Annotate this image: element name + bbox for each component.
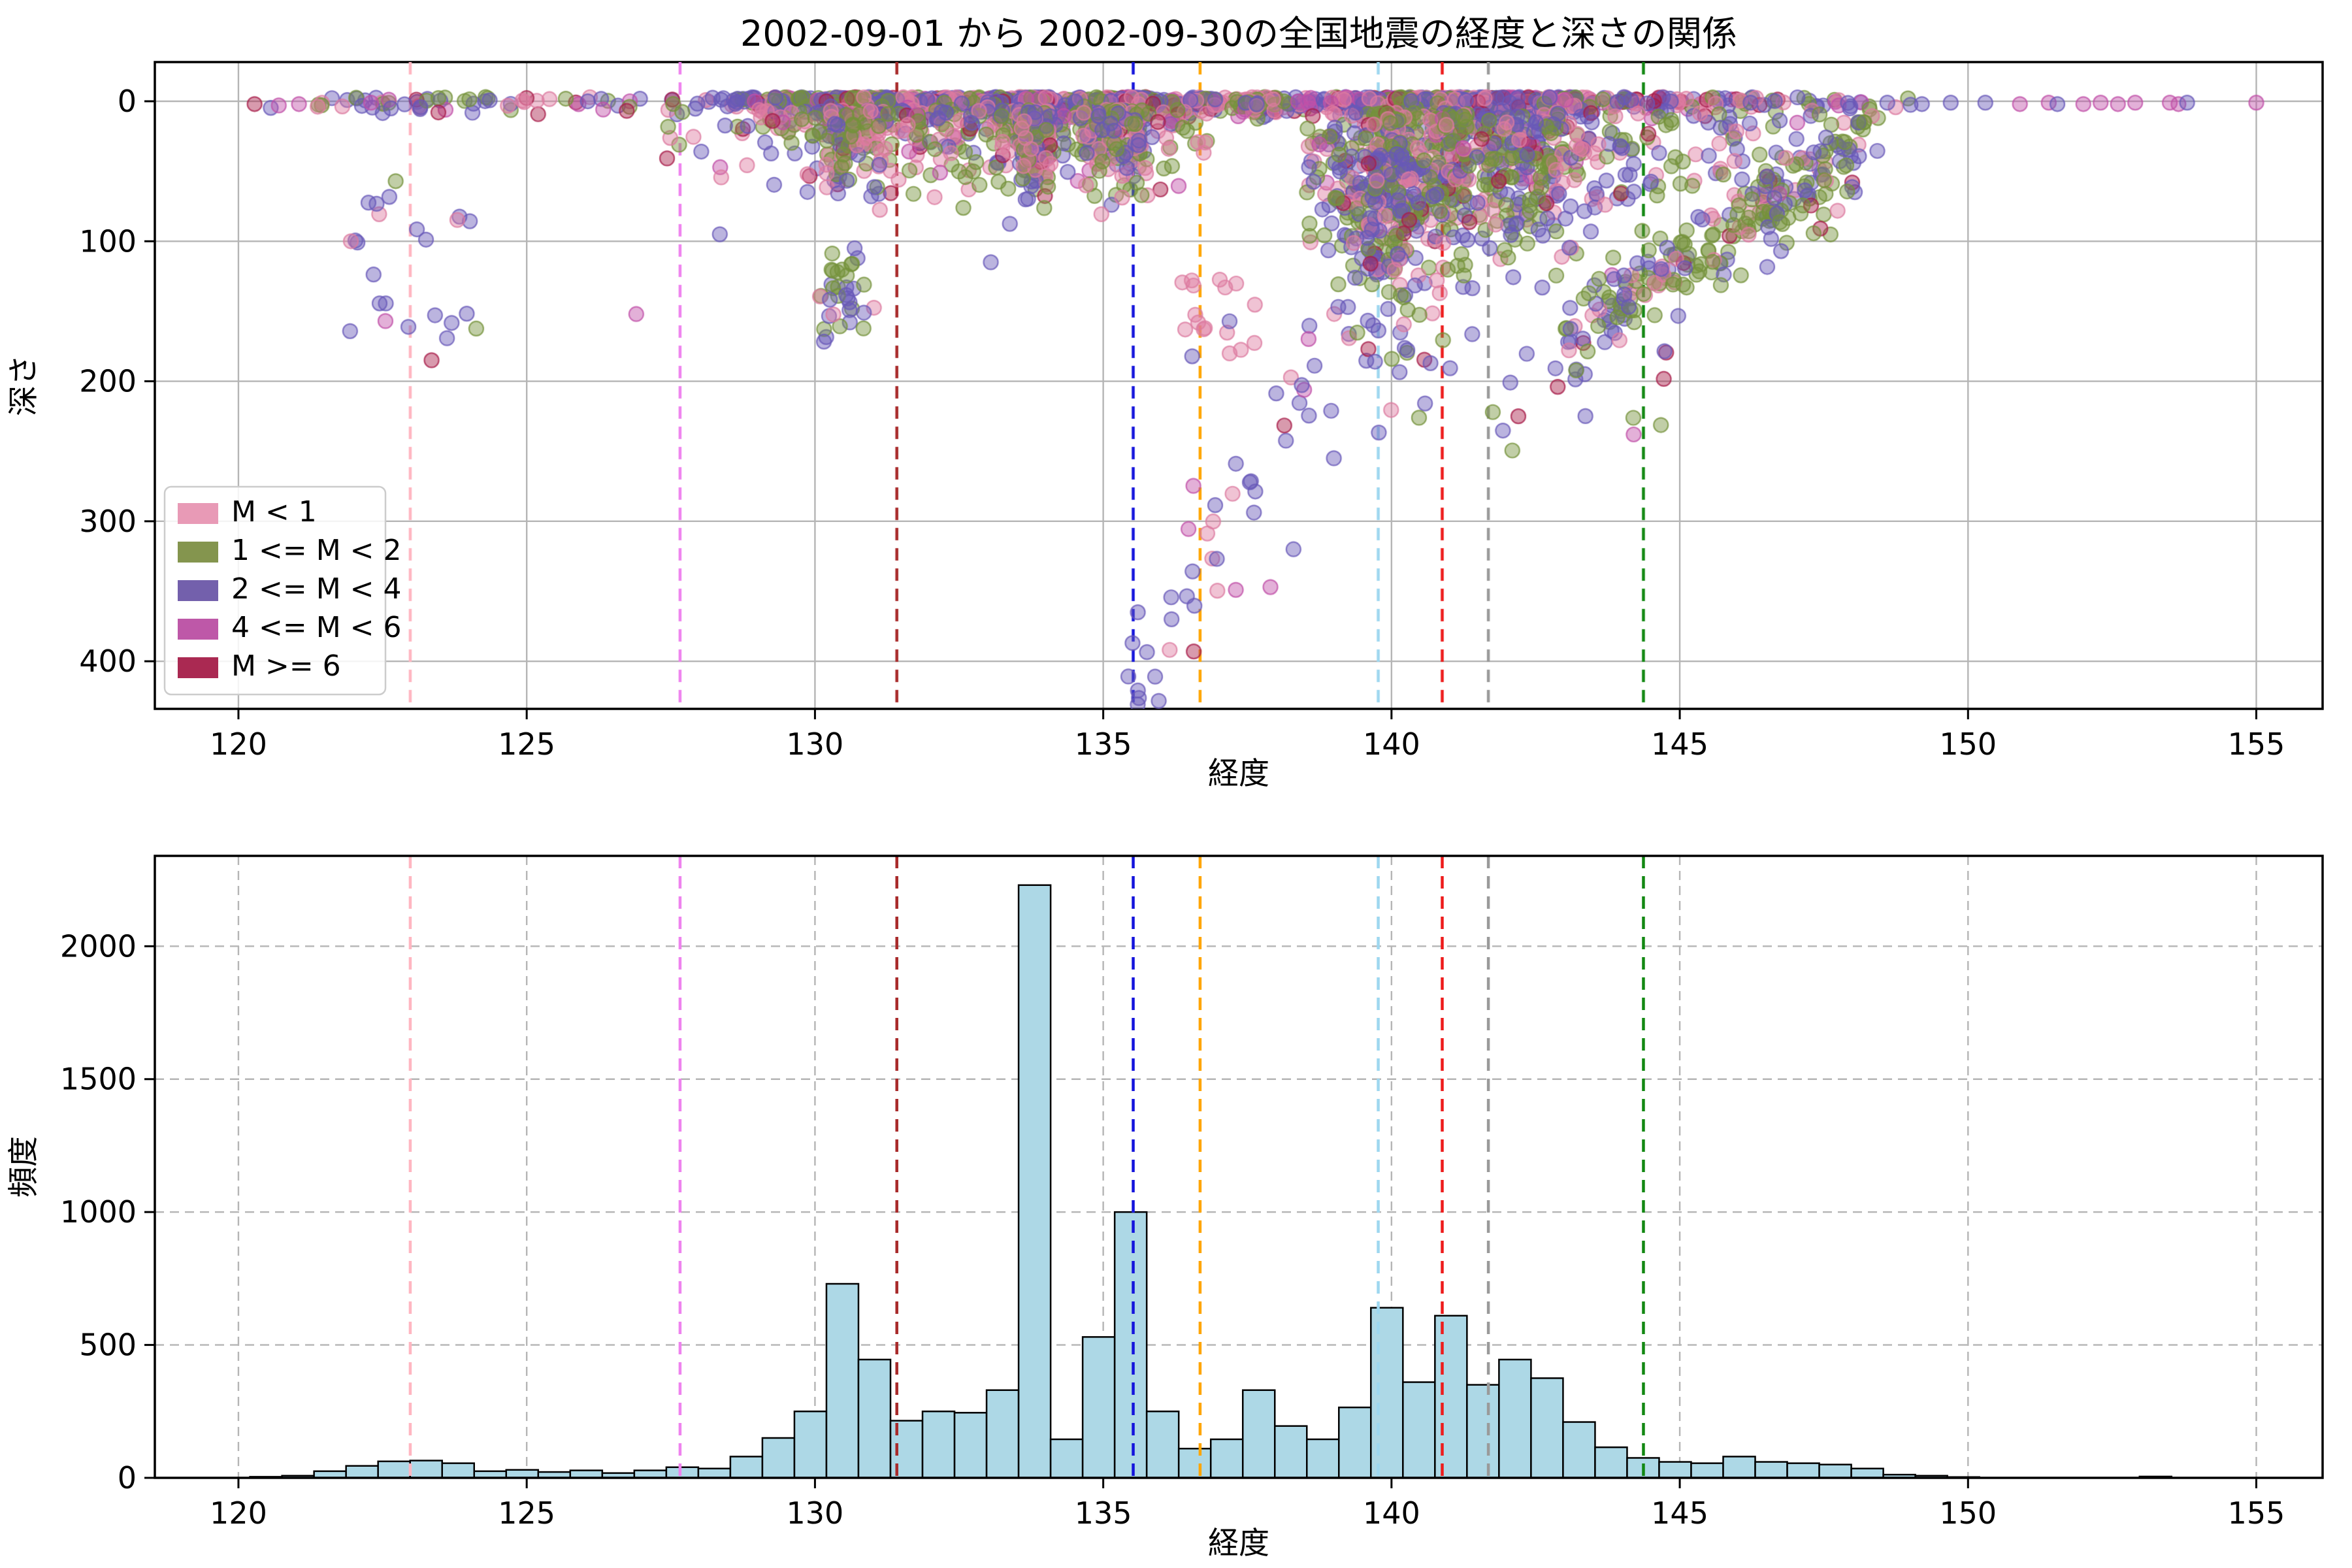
svg-text:200: 200	[79, 364, 137, 399]
svg-text:4 <= M < 6: 4 <= M < 6	[231, 611, 402, 644]
scatter-yaxis-label: 深さ	[6, 355, 42, 416]
scatter-points-canvas	[155, 62, 2323, 709]
histogram-vlines	[408, 856, 1645, 1478]
svg-text:1500: 1500	[60, 1062, 137, 1097]
svg-text:500: 500	[79, 1328, 137, 1363]
svg-text:135: 135	[1075, 727, 1132, 762]
svg-text:400: 400	[79, 644, 137, 679]
legend: M < 1 1 <= M < 2 2 <= M < 4 4 <= M < 6 M >= …	[163, 485, 402, 696]
svg-text:M < 1: M < 1	[231, 495, 317, 529]
svg-text:130: 130	[786, 1495, 843, 1531]
svg-text:150: 150	[1939, 727, 1997, 762]
tick-marks-and-labels: 120 125 130 135 140 145 150 155 120 125 130 135 140 1…	[60, 84, 2285, 1531]
svg-text:135: 135	[1075, 1495, 1132, 1531]
svg-text:145: 145	[1651, 1495, 1708, 1531]
histogram-yaxis-label: 頻度	[6, 1136, 42, 1198]
svg-text:150: 150	[1939, 1495, 1997, 1531]
svg-text:130: 130	[786, 727, 843, 762]
svg-text:1 <= M < 2: 1 <= M < 2	[231, 534, 402, 567]
scatter-xaxis-label: 経度	[1208, 756, 1269, 792]
svg-text:120: 120	[210, 727, 267, 762]
svg-text:140: 140	[1363, 1495, 1420, 1531]
svg-text:155: 155	[2228, 727, 2285, 762]
svg-text:1000: 1000	[60, 1194, 137, 1230]
svg-text:125: 125	[498, 727, 555, 762]
svg-text:125: 125	[498, 1495, 555, 1531]
svg-text:0: 0	[118, 1460, 137, 1495]
svg-text:M >= 6: M >= 6	[231, 649, 341, 683]
svg-text:145: 145	[1651, 727, 1708, 762]
svg-text:100: 100	[79, 223, 137, 259]
chart-title: 2002-09-01 から 2002-09-30の全国地震の経度と深さの関係	[740, 13, 1737, 54]
svg-text:140: 140	[1363, 727, 1420, 762]
svg-text:155: 155	[2228, 1495, 2285, 1531]
svg-text:0: 0	[118, 84, 137, 119]
svg-text:2 <= M < 4: 2 <= M < 4	[231, 572, 402, 606]
histogram-bars	[249, 884, 2173, 1479]
svg-text:2000: 2000	[60, 928, 137, 964]
svg-text:120: 120	[210, 1495, 267, 1531]
svg-text:300: 300	[79, 504, 137, 539]
histogram-xaxis-label: 経度	[1208, 1526, 1269, 1561]
